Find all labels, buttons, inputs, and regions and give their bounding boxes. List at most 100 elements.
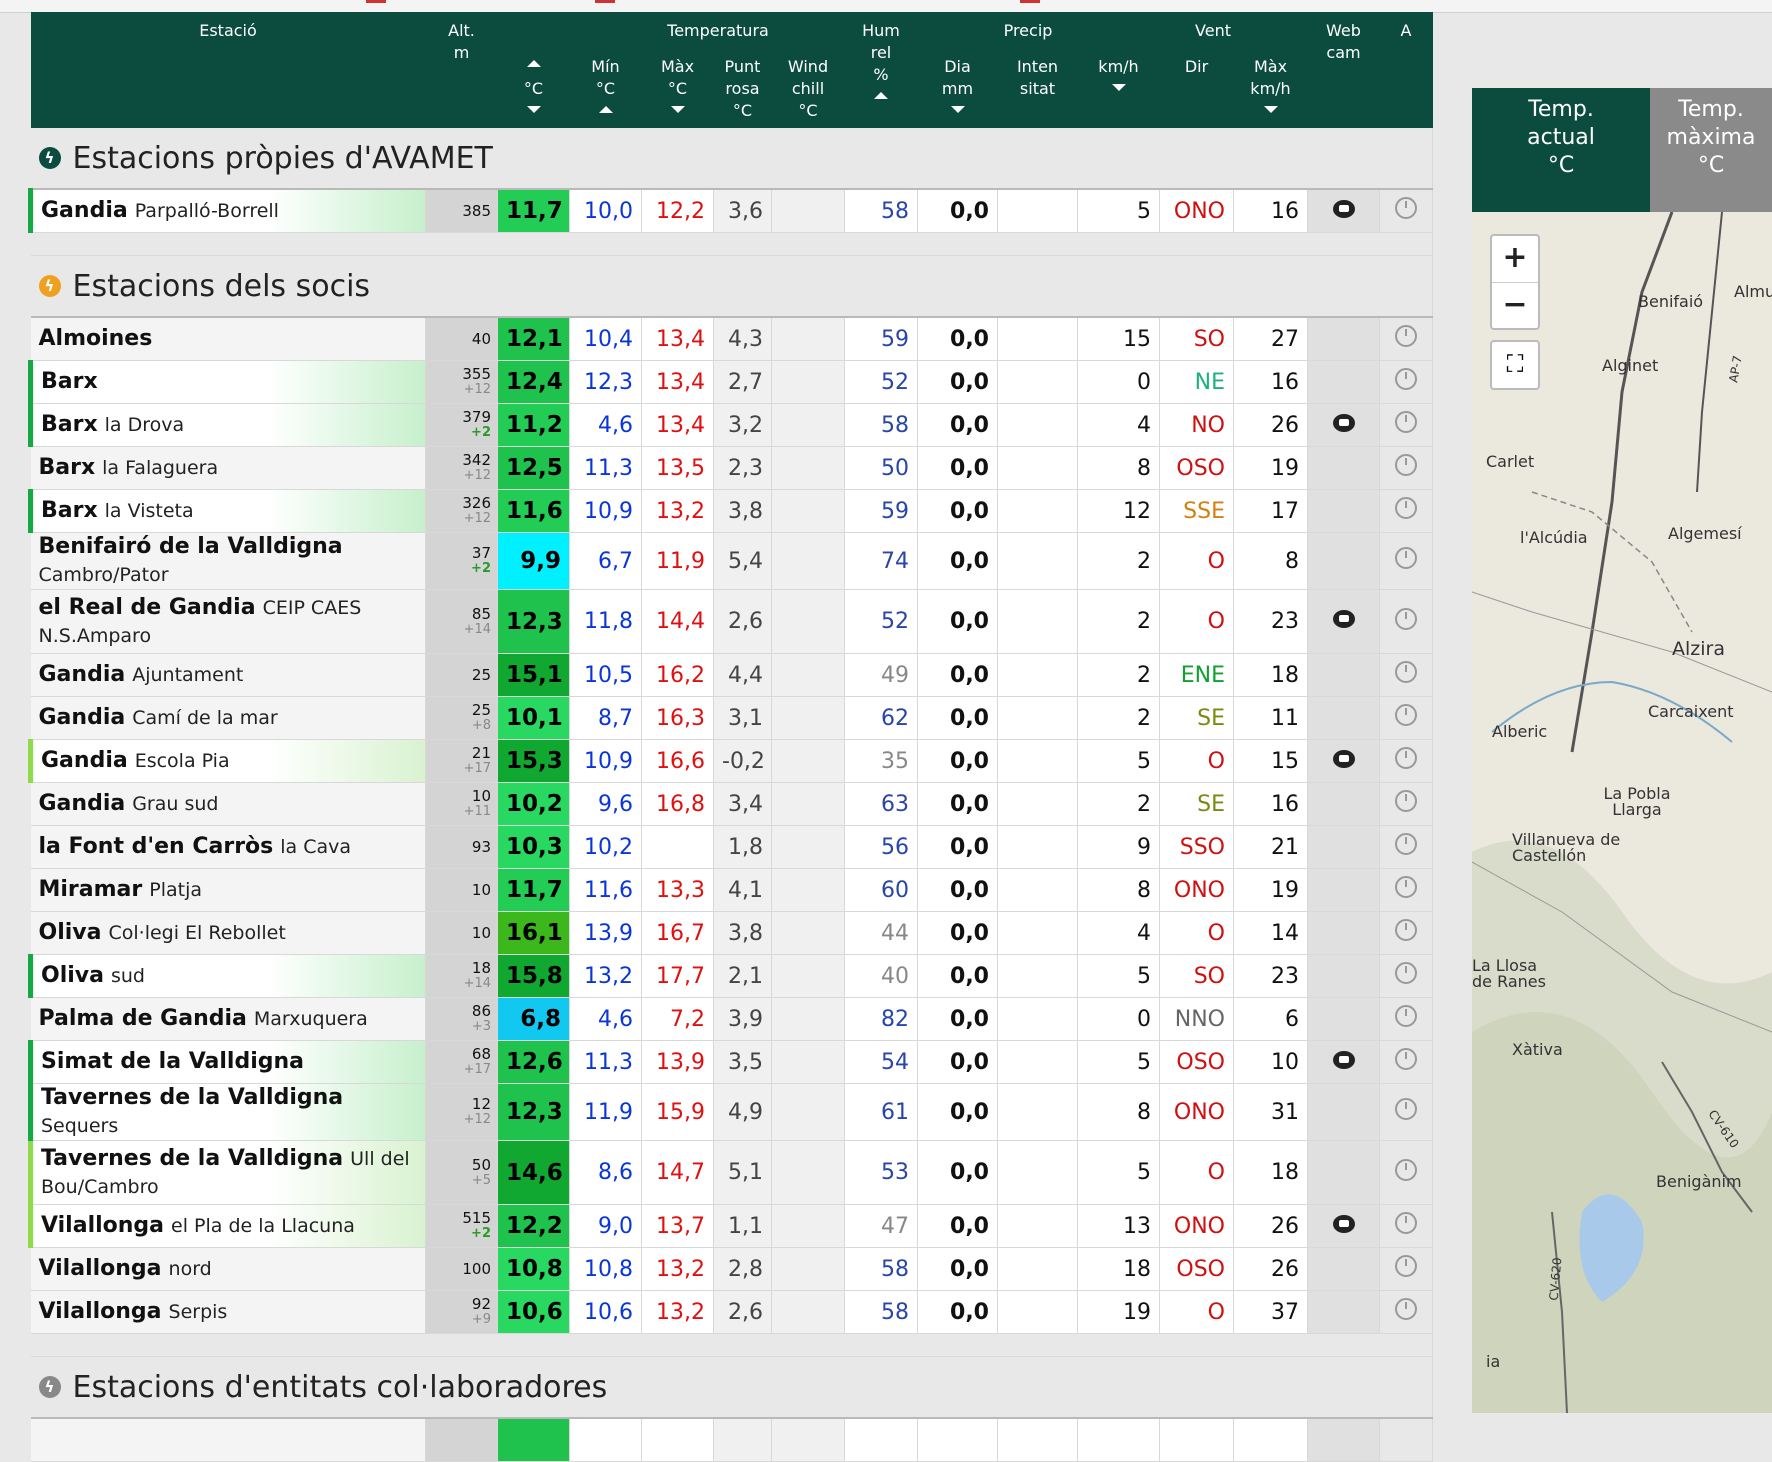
header-temp-actual[interactable]: °C (497, 12, 570, 128)
clock-icon[interactable] (1395, 1158, 1417, 1181)
station-row[interactable]: Vilallonga el Pla de la Llacuna 515 +2 12… (28, 1204, 1433, 1248)
station-name[interactable]: Simat de la Valldigna (41, 1049, 305, 1074)
history-cell[interactable] (1379, 1140, 1433, 1205)
clock-icon[interactable] (1395, 368, 1417, 390)
header-a[interactable]: A (1379, 12, 1433, 128)
clock-icon[interactable] (1395, 790, 1417, 812)
header-max[interactable]: Màx °C (641, 12, 714, 128)
station-row[interactable]: Almoines 40 12,1 10,4 13,4 4,3 59 0,0 15… (30, 317, 1433, 361)
header-estacio[interactable]: Estació (30, 12, 426, 128)
station-row[interactable]: Gandia Ajuntament 25 15,1 10,5 16,2 4,4 … (30, 653, 1433, 697)
history-cell[interactable] (1379, 489, 1433, 533)
station-name[interactable]: Miramar (38, 877, 143, 902)
station-name-cell[interactable]: Miramar Platja (30, 868, 426, 912)
station-row[interactable]: Oliva Col·legi El Rebollet 10 16,1 13,9 … (30, 911, 1433, 955)
clock-icon[interactable] (1395, 1212, 1417, 1234)
station-row[interactable]: Tavernes de la Valldigna Ull del Bou/Cam… (28, 1140, 1433, 1205)
station-name-cell[interactable]: Barx la Falaguera (30, 446, 426, 490)
clock-icon[interactable] (1395, 833, 1417, 855)
clock-icon[interactable] (1395, 704, 1417, 726)
webcam-icon[interactable] (1332, 749, 1355, 768)
map[interactable]: + − ⛶ Benifaió Almu Alginet Carlet l'Alc… (1472, 212, 1772, 1413)
header-dir[interactable]: Dir (1159, 12, 1234, 128)
header-kmh[interactable]: km/h (1077, 12, 1160, 128)
station-name-cell[interactable]: Gandia Camí de la mar (30, 696, 426, 740)
header-wind-chill[interactable]: Wind chill °C (771, 12, 845, 128)
header-dia[interactable]: Dia mm (917, 12, 998, 128)
station-name-cell[interactable]: Barx (28, 360, 426, 404)
history-cell[interactable] (1379, 954, 1433, 998)
station-name-cell[interactable]: Gandia Escola Pia (28, 739, 426, 783)
station-name-cell[interactable]: Vilallonga el Pla de la Llacuna (28, 1204, 426, 1248)
header-punt-rosa[interactable]: Punt rosa °C (713, 12, 772, 128)
tab-temp-maxima[interactable]: Temp. màxima °C (1650, 88, 1772, 212)
station-name[interactable]: Gandia (38, 705, 126, 730)
station-name[interactable]: Tavernes de la Valldigna (41, 1145, 344, 1171)
station-name[interactable]: Vilallonga (38, 1299, 162, 1324)
station-name[interactable]: Almoines (38, 326, 153, 351)
history-cell[interactable] (1379, 997, 1433, 1041)
station-row[interactable]: Gandia Escola Pia 21 +17 15,3 10,9 16,6 -… (28, 739, 1433, 783)
clock-icon[interactable] (1395, 1005, 1417, 1027)
history-cell[interactable] (1379, 532, 1433, 590)
clock-icon[interactable] (1395, 962, 1417, 984)
station-name-cell[interactable]: Almoines (30, 317, 426, 361)
station-row[interactable]: Gandia Camí de la mar 25 +8 10,1 8,7 16,3… (30, 696, 1433, 740)
header-webcam[interactable]: Web cam (1307, 12, 1380, 128)
station-name[interactable]: Oliva (41, 963, 104, 988)
clock-icon[interactable] (1395, 1298, 1417, 1320)
history-cell[interactable] (1379, 1290, 1433, 1334)
webcam-icon[interactable] (1332, 610, 1355, 628)
history-cell[interactable] (1379, 739, 1433, 783)
history-cell[interactable] (1379, 317, 1433, 361)
station-row[interactable]: Barx la Falaguera 342 +12 12,5 11,3 13,5 … (30, 446, 1433, 490)
clock-icon[interactable] (1395, 547, 1417, 569)
station-name[interactable]: Gandia (41, 198, 128, 223)
clock-icon[interactable] (1395, 411, 1417, 433)
zoom-out-button[interactable]: − (1502, 287, 1528, 322)
station-name-cell[interactable]: el Real de Gandia CEIP CAES N.S.Amparo (30, 589, 426, 654)
history-cell[interactable] (1379, 868, 1433, 912)
clock-icon[interactable] (1395, 919, 1417, 941)
webcam-icon[interactable] (1332, 199, 1355, 218)
station-row[interactable]: Vilallonga nord 100 10,8 10,8 13,2 2,8 5… (30, 1247, 1433, 1291)
clock-icon[interactable] (1395, 325, 1417, 347)
header-alt[interactable]: Alt. m (425, 12, 498, 128)
clock-icon[interactable] (1395, 454, 1417, 476)
station-name-cell[interactable]: Tavernes de la Valldigna Sequers (28, 1083, 426, 1141)
webcam-cell[interactable] (1307, 403, 1380, 447)
station-name-cell[interactable]: Gandia Grau sud (30, 782, 426, 826)
history-cell[interactable] (1379, 1204, 1433, 1248)
station-name[interactable]: Palma de Gandia (38, 1006, 247, 1031)
history-cell[interactable] (1379, 360, 1433, 404)
clock-icon[interactable] (1395, 1048, 1417, 1070)
station-name[interactable]: Barx (41, 369, 98, 394)
header-max-kmh[interactable]: Màx km/h (1233, 12, 1308, 128)
station-name-cell[interactable]: Simat de la Valldigna (28, 1040, 426, 1084)
webcam-icon[interactable] (1332, 1050, 1355, 1069)
station-row[interactable]: el Real de Gandia CEIP CAES N.S.Amparo 8… (30, 589, 1433, 654)
webcam-cell[interactable] (1307, 189, 1380, 233)
station-name[interactable]: Tavernes de la Valldigna (41, 1085, 344, 1110)
header-min[interactable]: Mín °C (569, 12, 642, 128)
history-cell[interactable] (1379, 1083, 1433, 1141)
station-row[interactable]: Barx la Drova 379 +2 11,2 4,6 13,4 3,2 58… (28, 403, 1433, 447)
clock-icon[interactable] (1395, 876, 1417, 898)
fullscreen-button[interactable]: ⛶ (1490, 340, 1540, 390)
history-cell[interactable] (1379, 589, 1433, 654)
station-row[interactable]: Vilallonga Serpis 92 +9 10,6 10,6 13,2 2,… (30, 1290, 1433, 1334)
station-row[interactable]: Gandia Grau sud 10 +11 10,2 9,6 16,8 3,4 … (30, 782, 1433, 826)
station-name-cell[interactable]: Barx la Visteta (28, 489, 426, 533)
tab-temp-actual[interactable]: Temp. actual °C (1472, 88, 1650, 212)
station-name-cell[interactable]: Oliva Col·legi El Rebollet (30, 911, 426, 955)
station-name-cell[interactable]: Palma de Gandia Marxuquera (30, 997, 426, 1041)
station-name-cell[interactable]: Vilallonga nord (30, 1247, 426, 1291)
webcam-cell[interactable] (1307, 739, 1380, 783)
clock-icon[interactable] (1395, 661, 1417, 683)
history-cell[interactable] (1379, 1247, 1433, 1291)
station-row[interactable]: Simat de la Valldigna 68 +17 12,6 11,3 13… (28, 1040, 1433, 1084)
station-row[interactable]: Miramar Platja 10 11,7 11,6 13,3 4,1 60 … (30, 868, 1433, 912)
station-row[interactable]: Palma de Gandia Marxuquera 86 +3 6,8 4,6 … (30, 997, 1433, 1041)
station-row[interactable]: Tavernes de la Valldigna Sequers 12 +12 1… (28, 1083, 1433, 1141)
station-name[interactable]: Vilallonga (38, 1256, 162, 1281)
